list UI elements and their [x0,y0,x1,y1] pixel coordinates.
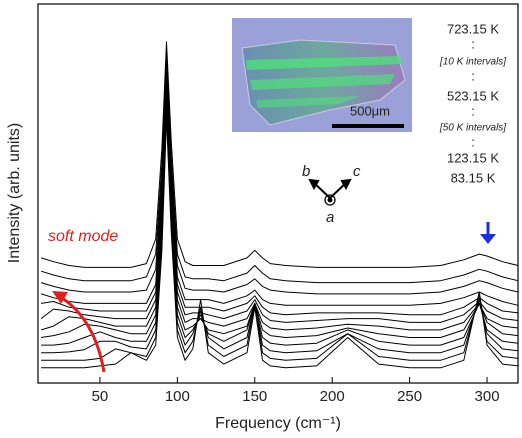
plot-frame [37,3,519,384]
spectrum-line [41,102,519,354]
dots: : [471,134,475,149]
spectrum-line [40,79,519,331]
soft-mode-arrow [52,291,106,373]
soft-mode-label: soft mode [48,228,118,245]
x-tick-label: 200 [320,388,345,405]
spectrum-line [41,64,519,316]
plot-area [40,41,519,369]
axis-a: a [326,209,334,226]
dots: : [471,103,475,118]
temp-label: 723.15 K [447,21,499,36]
spectrum-line [40,52,519,295]
spectrum-line [40,56,519,306]
temp-label: 523.15 K [447,88,499,103]
x-axis-title: Frequency (cm⁻¹) [215,415,341,432]
temp-label: 83.15 K [451,170,496,185]
x-tick-label: 150 [242,388,267,405]
spectrum-line [41,117,519,369]
dots: : [471,36,475,51]
spectrum-line [41,86,519,338]
scale-bar-label: 500μm [350,103,390,118]
interval-label: [10 K intervals] [439,57,506,68]
axis-symbol [308,178,352,206]
interval-label: [50 K intervals] [439,123,506,134]
blue-arrow [480,222,496,244]
axis-b: b [302,163,310,180]
spectrum-line [41,109,519,361]
axis-c: c [353,163,361,180]
dots: : [471,68,475,83]
inset-photo [232,18,412,132]
spectrum-line [40,49,519,284]
x-tick-label: 100 [165,388,190,405]
spectrum-line [41,94,519,346]
x-tick-label: 250 [397,388,422,405]
temp-label: 123.15 K [447,150,499,165]
spectrum-line [40,41,519,268]
y-axis-title: Intensity (arb. units) [6,123,23,264]
x-tick-label: 50 [92,388,109,405]
x-tick-label: 300 [475,388,500,405]
spectrum-line [40,71,519,323]
